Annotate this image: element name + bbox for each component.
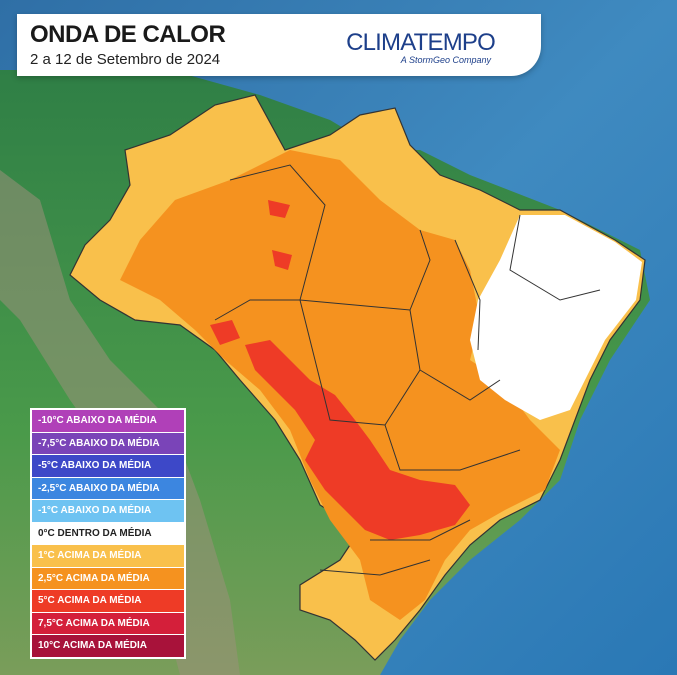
- legend-item: -7,5°C ABAIXO DA MÉDIA: [32, 432, 184, 455]
- legend-item: 2,5°C ACIMA DA MÉDIA: [32, 567, 184, 590]
- map-title: ONDA DE CALOR: [30, 21, 226, 48]
- legend-item: -10°C ABAIXO DA MÉDIA: [32, 410, 184, 433]
- anomaly-5-spot: [268, 200, 290, 218]
- anomaly-5-spot: [272, 250, 292, 270]
- anomaly-5-spot: [210, 320, 240, 345]
- state-borders: [214, 164, 601, 576]
- legend-item: 7,5°C ACIMA DA MÉDIA: [32, 612, 184, 635]
- legend-item: 10°C ACIMA DA MÉDIA: [32, 635, 184, 657]
- legend: -10°C ABAIXO DA MÉDIA -7,5°C ABAIXO DA MÉ…: [30, 408, 186, 659]
- brand-tagline: A StormGeo Company: [400, 55, 491, 65]
- map-subtitle: 2 a 12 de Setembro de 2024: [30, 51, 221, 68]
- legend-item: 5°C ACIMA DA MÉDIA: [32, 590, 184, 613]
- map-header: ONDA DE CALOR 2 a 12 de Setembro de 2024…: [17, 14, 541, 76]
- brand-logo: CLIMATEMPO: [346, 29, 496, 56]
- neutral-zone: [470, 215, 642, 420]
- legend-item: 1°C ACIMA DA MÉDIA: [32, 545, 184, 568]
- anomaly-5-zone: [245, 340, 470, 540]
- legend-item: -1°C ABAIXO DA MÉDIA: [32, 500, 184, 523]
- legend-item: -2,5°C ABAIXO DA MÉDIA: [32, 477, 184, 500]
- legend-item: -5°C ABAIXO DA MÉDIA: [32, 455, 184, 478]
- legend-item: 0°C DENTRO DA MÉDIA: [32, 522, 184, 545]
